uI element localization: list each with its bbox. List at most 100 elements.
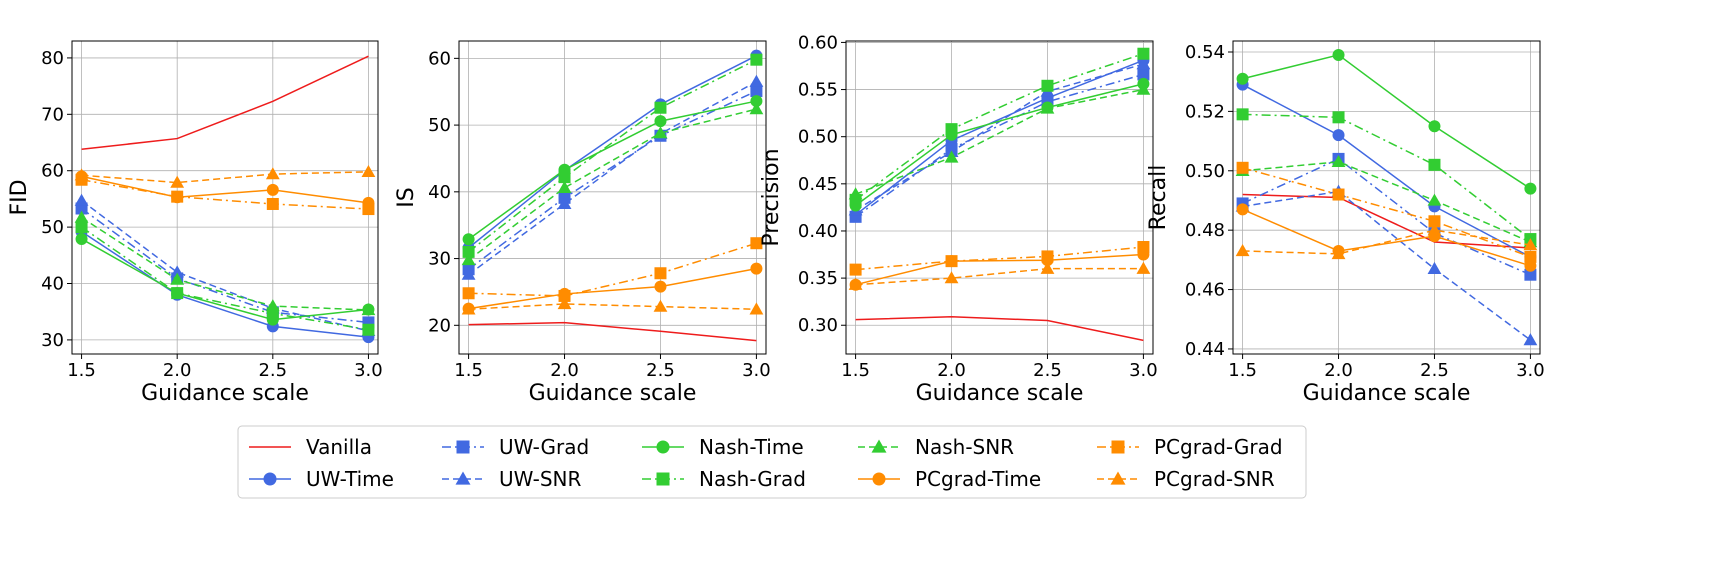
data-point xyxy=(1332,48,1345,61)
x-tick-label: 3.0 xyxy=(1129,360,1158,381)
data-point xyxy=(944,271,959,284)
series-uw-grad xyxy=(849,68,1150,223)
series-line xyxy=(81,238,369,321)
legend-marker xyxy=(656,472,670,486)
data-point xyxy=(653,126,668,139)
data-point xyxy=(1136,82,1151,95)
series-nash-grad xyxy=(75,221,375,336)
data-point xyxy=(558,171,571,184)
panel-fid: 1.5 2.0 2.5 3.0 30 40 50 60 70 80 Guidance scale FI… xyxy=(7,40,383,406)
series-line xyxy=(468,321,757,342)
series-line xyxy=(1242,193,1531,249)
legend-label: PCgrad-SNR xyxy=(1154,467,1275,491)
series-pcgrad-time xyxy=(1236,203,1537,272)
data-point xyxy=(1041,79,1054,92)
series-pcgrad-snr xyxy=(848,261,1151,290)
y-tick-label: 0.44 xyxy=(1185,339,1225,360)
data-point xyxy=(1332,188,1345,201)
x-tick-label: 1.5 xyxy=(454,360,483,381)
plot-frame xyxy=(845,40,1154,355)
legend-item-pcgrad-time: PCgrad-Time xyxy=(858,467,1041,491)
x-tick-label: 1.5 xyxy=(841,360,870,381)
series-line xyxy=(81,171,369,184)
data-point xyxy=(945,255,958,268)
data-point xyxy=(557,180,572,193)
legend-label: Nash-SNR xyxy=(915,435,1014,459)
series-line xyxy=(855,267,1144,286)
data-point xyxy=(170,175,185,188)
data-point xyxy=(557,297,572,310)
series-line xyxy=(468,267,757,310)
legend-marker xyxy=(1111,440,1125,454)
series-uw-snr xyxy=(1235,184,1538,346)
data-point xyxy=(75,232,88,245)
y-tick-label: 0.60 xyxy=(798,32,838,53)
data-point xyxy=(462,245,475,258)
panel-is: 1.5 2.0 2.5 3.0 20 30 40 50 60 Guidance scale IS xyxy=(394,40,771,406)
series-line xyxy=(468,303,757,311)
series-line xyxy=(1242,208,1531,267)
x-tick-label: 2.5 xyxy=(1033,360,1062,381)
data-point xyxy=(1524,250,1537,263)
y-axis-label: Recall xyxy=(1146,165,1171,231)
series-uw-time xyxy=(462,49,763,254)
data-point xyxy=(654,101,667,114)
y-tick-label: 50 xyxy=(41,217,64,238)
series-line xyxy=(1242,167,1531,258)
series-nash-time xyxy=(462,95,763,246)
legend-item-uw-grad: UW-Grad xyxy=(442,435,589,459)
series-line xyxy=(855,53,1144,201)
series-line xyxy=(81,230,369,338)
series-pcgrad-time xyxy=(75,170,375,209)
series-pcgrad-snr xyxy=(1235,223,1538,260)
legend-item-uw-time: UW-Time xyxy=(249,467,394,491)
y-tick-label: 0.52 xyxy=(1185,101,1225,122)
data-point xyxy=(1041,250,1054,263)
legend-frame xyxy=(237,425,1307,499)
data-point xyxy=(361,164,376,178)
data-point xyxy=(1427,223,1442,236)
legend: Vanilla UW-Time UW-Grad UW-SNR Nash-Time Nash… xyxy=(237,425,1307,499)
data-point xyxy=(945,123,958,136)
series-nash-grad xyxy=(1236,108,1537,246)
data-point xyxy=(750,237,763,250)
data-point xyxy=(557,196,572,210)
y-tick-label: 0.35 xyxy=(798,268,838,289)
y-tick-label: 0.45 xyxy=(798,174,838,195)
series-line xyxy=(855,73,1144,218)
legend-label: Nash-Time xyxy=(699,435,804,459)
series-uw-time xyxy=(849,54,1150,221)
data-point xyxy=(1040,261,1055,274)
series-nash-grad xyxy=(462,53,763,258)
series-line xyxy=(1242,158,1531,276)
data-point xyxy=(362,203,375,216)
series-line xyxy=(855,83,1144,207)
series-line xyxy=(468,81,757,276)
series-nash-time xyxy=(1236,48,1537,195)
data-point xyxy=(461,252,476,266)
legend-marker xyxy=(872,472,886,486)
data-point xyxy=(749,74,764,87)
series-line xyxy=(81,55,369,151)
y-tick-label: 20 xyxy=(428,315,451,336)
series-line xyxy=(855,253,1144,286)
data-point xyxy=(75,221,88,234)
data-point xyxy=(1136,57,1151,70)
series-line xyxy=(81,216,369,311)
y-axis-label: IS xyxy=(394,187,419,207)
data-point xyxy=(1136,261,1151,274)
data-point xyxy=(750,262,763,275)
data-point xyxy=(1427,261,1442,274)
data-point xyxy=(1137,240,1150,253)
data-point xyxy=(1428,120,1441,133)
data-point xyxy=(1332,111,1345,124)
data-point xyxy=(1427,193,1442,206)
data-point xyxy=(558,289,571,302)
legend-item-nash-grad: Nash-Grad xyxy=(642,467,806,491)
y-tick-label: 30 xyxy=(41,330,64,351)
series-vanilla xyxy=(1242,193,1531,249)
data-point xyxy=(266,183,279,196)
legend-item-nash-time: Nash-Time xyxy=(642,435,804,459)
legend-item-pcgrad-grad: PCgrad-Grad xyxy=(1097,435,1283,459)
data-point xyxy=(1331,154,1346,168)
